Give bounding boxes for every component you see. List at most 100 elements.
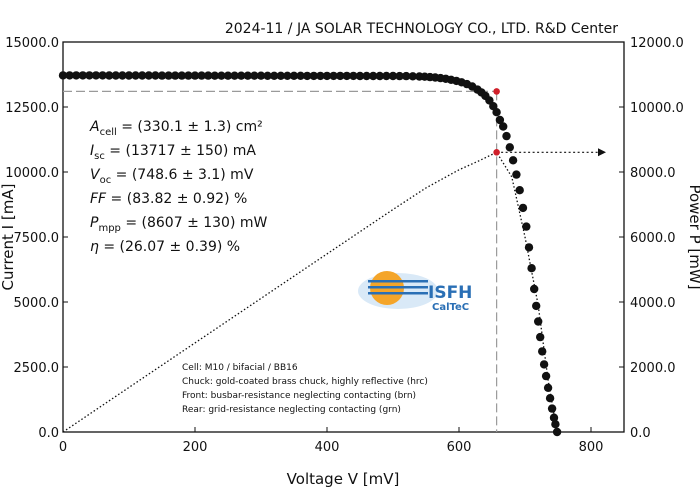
- iv-point: [283, 71, 292, 81]
- iv-point: [369, 71, 378, 81]
- note-line: Chuck: gold-coated brass chuck, highly r…: [182, 377, 428, 387]
- note-line: Rear: grid-resistance neglecting contact…: [182, 405, 401, 415]
- iv-point: [349, 71, 358, 81]
- iv-point: [303, 71, 312, 81]
- y-right-tick-label: 2000.0: [630, 361, 676, 376]
- iv-point: [190, 71, 200, 80]
- iv-point: [499, 122, 508, 131]
- logo-stripe: [368, 286, 428, 289]
- mpp-current-marker: [493, 88, 500, 95]
- iv-point: [536, 332, 545, 342]
- y-left-tick-label: 2500.0: [14, 361, 60, 376]
- y-axis-left-label: Current I [mA]: [0, 184, 17, 291]
- iv-point: [355, 71, 365, 81]
- iv-point: [527, 264, 536, 273]
- iv-point: [105, 71, 114, 80]
- iv-point: [388, 71, 398, 81]
- iv-point: [502, 131, 511, 141]
- iv-point: [549, 413, 559, 422]
- iv-point: [492, 108, 501, 117]
- y-right-tick-label: 6000.0: [630, 231, 676, 246]
- iv-point: [124, 71, 134, 80]
- iv-point: [508, 156, 518, 165]
- iv-point: [543, 383, 553, 392]
- power-curve: [62, 151, 558, 433]
- iv-point: [530, 284, 539, 294]
- iv-point: [322, 71, 332, 81]
- iv-point: [138, 71, 147, 80]
- iv-point: [495, 115, 505, 125]
- iv-point: [545, 394, 555, 403]
- iv-point: [336, 71, 345, 81]
- iv-point: [65, 71, 74, 80]
- isfh-logo: ISFH CalTeC: [358, 271, 472, 313]
- chart-title: 2024-11 / JA SOLAR TECHNOLOGY CO., LTD. …: [225, 21, 618, 37]
- x-tick-label: 800: [579, 440, 604, 455]
- iv-point: [217, 71, 226, 80]
- iv-point: [539, 360, 549, 369]
- parameter-line: Isc = (13717 ± 150) mA: [90, 143, 256, 162]
- iv-point: [250, 71, 259, 80]
- x-tick-label: 600: [447, 440, 472, 455]
- iv-point: [151, 71, 160, 80]
- iv-point: [177, 71, 186, 80]
- iv-point: [263, 71, 272, 81]
- y-right-tick-label: 8000.0: [630, 166, 676, 181]
- y-left-tick-label: 7500.0: [14, 231, 60, 246]
- x-tick-label: 400: [315, 440, 340, 455]
- parameter-line: FF = (83.82 ± 0.92) %: [90, 191, 247, 207]
- logo-main-text: ISFH: [428, 283, 472, 303]
- iv-point: [157, 71, 167, 80]
- parameter-line: Voc = (748.6 ± 3.1) mV: [90, 167, 254, 186]
- iv-point: [329, 71, 338, 81]
- iv-point: [164, 71, 173, 80]
- iv-curve-points: [58, 71, 562, 437]
- iv-point: [408, 72, 417, 81]
- y-left-tick-label: 12500.0: [5, 101, 59, 116]
- iv-point: [289, 71, 299, 81]
- iv-point: [144, 71, 153, 80]
- iv-point: [518, 203, 528, 213]
- iv-point: [237, 71, 246, 80]
- iv-point: [505, 143, 514, 152]
- iv-point: [98, 71, 107, 80]
- iv-point: [85, 71, 94, 80]
- axis-ticks: 0 200 400 600 8000.02500.05000.07500.010000.…: [5, 36, 684, 455]
- iv-point: [78, 71, 88, 80]
- iv-point: [91, 71, 101, 80]
- mpp-power-arrowhead: [598, 148, 606, 157]
- mpp-power-marker: [493, 148, 500, 156]
- x-axis-label: Voltage V [mV]: [287, 470, 400, 488]
- iv-point: [541, 371, 551, 381]
- y-right-tick-label: 4000.0: [630, 296, 676, 311]
- iv-point: [512, 170, 521, 179]
- iv-point: [362, 71, 371, 81]
- x-tick-label: 200: [183, 440, 208, 455]
- y-right-tick-label: 12000.0: [630, 36, 684, 51]
- iv-point: [296, 71, 305, 81]
- iv-point: [111, 71, 121, 80]
- iv-point: [552, 427, 562, 437]
- power-curve-line: [62, 151, 558, 433]
- iv-point: [276, 71, 285, 81]
- iv-point: [382, 71, 391, 81]
- y-right-tick-label: 10000.0: [630, 101, 684, 116]
- iv-point: [547, 404, 557, 413]
- note-line: Cell: M10 / bifacial / BB16: [182, 363, 298, 373]
- note-line: Front: busbar-resistance neglecting cont…: [182, 391, 416, 401]
- y-left-tick-label: 5000.0: [14, 296, 60, 311]
- mpp-reference-lines: [63, 90, 606, 432]
- iv-point: [402, 71, 411, 81]
- iv-point: [171, 71, 180, 80]
- iv-point: [532, 301, 541, 311]
- iv-point: [395, 71, 404, 81]
- iv-point: [131, 71, 140, 80]
- iv-point: [316, 71, 325, 81]
- measurement-notes: Cell: M10 / bifacial / BB16 Chuck: gold-c…: [182, 363, 428, 415]
- y-right-tick-label: 0.0: [630, 426, 651, 441]
- iv-point: [256, 71, 266, 80]
- iv-point: [270, 71, 279, 81]
- x-tick-label: 0: [59, 440, 67, 455]
- plot-frame: [62, 41, 625, 433]
- logo-stripe: [368, 280, 428, 283]
